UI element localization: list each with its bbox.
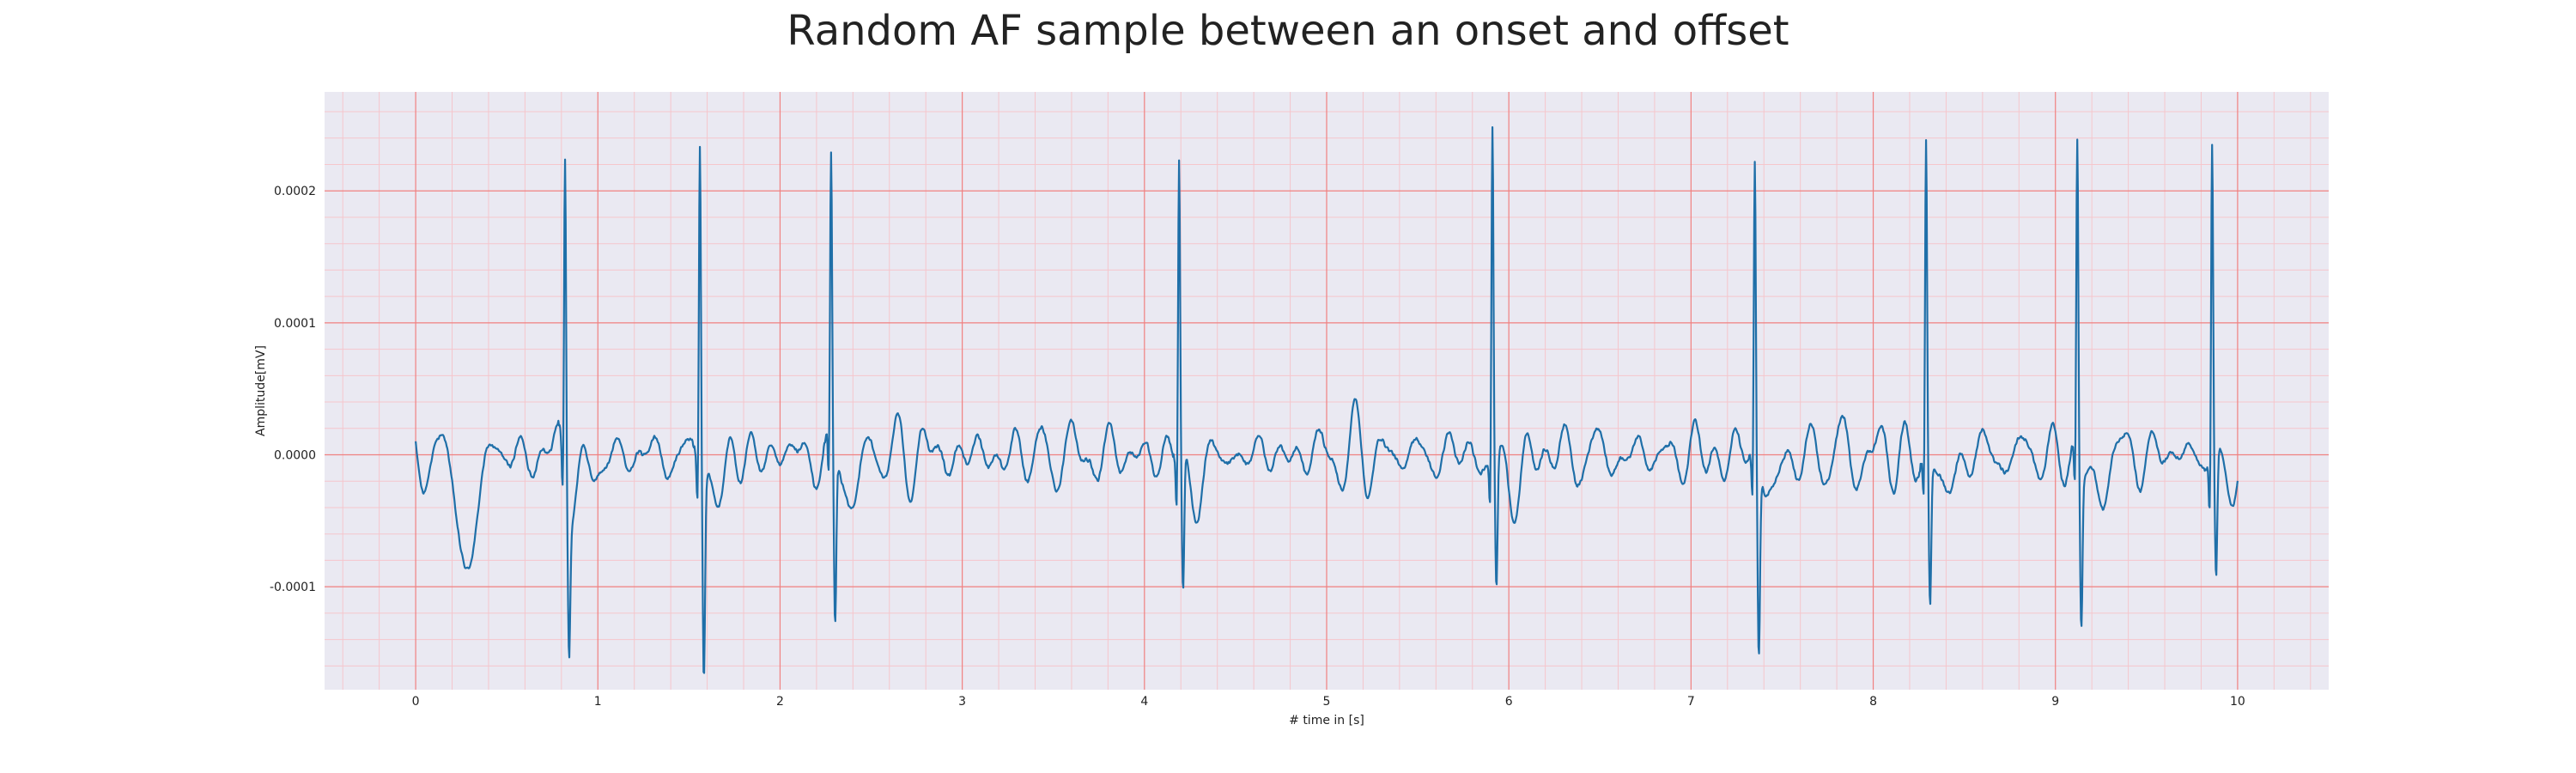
y-tick-label: -0.0001 xyxy=(270,581,316,594)
x-tick-label: 5 xyxy=(1323,695,1331,709)
y-tick-label: 0.0000 xyxy=(274,449,316,463)
x-tick-label: 3 xyxy=(958,695,966,709)
x-tick-label: 4 xyxy=(1140,695,1148,709)
x-tick-label: 6 xyxy=(1505,695,1513,709)
x-tick-label: 0 xyxy=(412,695,420,709)
y-tick-labels: -0.0001 0.0000 0.0001 0.0002 xyxy=(270,185,316,594)
ecg-signal-line xyxy=(414,126,2239,674)
y-tick-label: 0.0001 xyxy=(274,317,316,331)
x-tick-label: 9 xyxy=(2051,695,2059,709)
y-axis-label: Amplitude[mV] xyxy=(254,345,268,436)
x-axis-label: # time in [s] xyxy=(1289,714,1364,727)
x-tick-labels: 0 1 2 3 4 5 6 7 8 9 10 xyxy=(412,695,2245,709)
y-tick-label: 0.0002 xyxy=(274,185,316,198)
x-tick-label: 2 xyxy=(776,695,784,709)
x-tick-label: 1 xyxy=(594,695,602,709)
chart-title: Random AF sample between an onset and of… xyxy=(787,7,1789,55)
major-grid xyxy=(325,92,2329,690)
x-tick-label: 10 xyxy=(2230,695,2245,709)
x-tick-label: 8 xyxy=(1869,695,1877,709)
x-tick-label: 7 xyxy=(1687,695,1695,709)
